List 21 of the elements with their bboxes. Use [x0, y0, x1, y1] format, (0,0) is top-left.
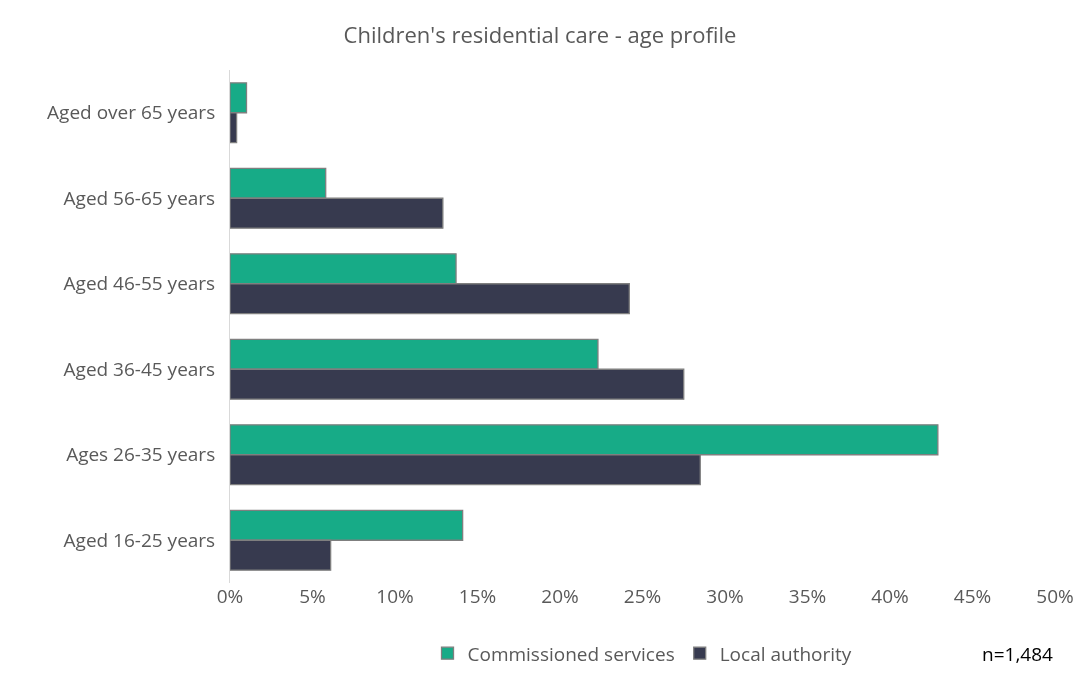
x-tick-label: 0% — [216, 583, 244, 609]
x-tick-label: 25% — [623, 583, 662, 609]
x-tick-label: 10% — [376, 583, 414, 609]
x-tick-label: 15% — [458, 583, 497, 609]
x-tick-label: 50% — [1036, 583, 1074, 609]
text: n=1,484 — [982, 641, 1054, 667]
y-tick-label: Aged 46-55 years — [63, 270, 216, 297]
x-tick-label: 35% — [788, 583, 827, 609]
x-tick-label: 20% — [541, 583, 579, 609]
chart-title: Children's residential care - age profile — [343, 18, 737, 49]
legend-label: Local authority — [719, 640, 852, 667]
y-tick-label: Aged 16-25 years — [63, 526, 216, 553]
y-tick-label: Aged over 65 years — [47, 99, 216, 126]
y-tick-label: Ages 26-35 years — [66, 441, 216, 468]
x-tick-label: 45% — [953, 583, 992, 609]
x-tick-label: 30% — [706, 583, 744, 609]
y-tick-label: Aged 36-45 years — [63, 355, 216, 382]
legend-label: Commissioned services — [467, 640, 675, 667]
x-tick-label: 5% — [299, 583, 326, 609]
y-tick-label: Aged 56-65 years — [63, 184, 216, 211]
x-tick-label: 40% — [871, 583, 909, 609]
